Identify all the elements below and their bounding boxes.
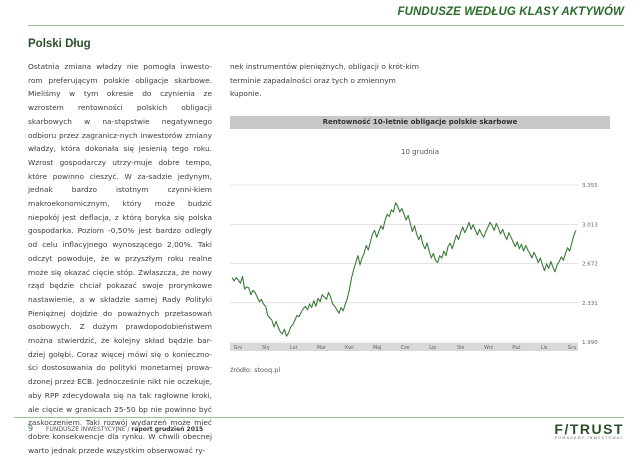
x-tick-label: Lis [541,345,548,351]
y-tick-label: 3.355 [582,183,598,189]
x-tick-label: Paź [512,344,521,351]
y-tick-label: 3.013 [582,222,598,228]
source-note: źródło: stooq.pl [230,366,281,374]
header-divider [28,25,624,26]
yield-chart: 10 grudnia 1.990 2.331 2.672 3.013 3.355 Gru S… [230,148,598,351]
page-number: 9 [28,424,34,433]
chart-title: Rentowność 10-letnie obligacje polskie s… [230,116,610,129]
header-title: FUNDUSZE WEDŁUG KLASY AKTYWÓW [397,6,624,18]
series-line [231,202,577,337]
x-tick-label: Sie [457,345,464,351]
x-tick-label: Mar [317,345,326,351]
chart-annotation: 10 grudnia [401,148,439,156]
section-title: Polski Dług [28,38,91,50]
x-tick-label: Gru [568,345,577,351]
company-logo: F/TRUST POMAGAMY INWESTOWAĆ [554,421,624,440]
x-tick-label: Gru [234,345,243,351]
x-tick-label: Wrz [484,345,493,351]
y-tick-label: 1.990 [582,340,598,346]
x-tick-label: Maj [373,345,381,351]
y-tick-label: 2.331 [582,301,598,307]
logo-tagline: POMAGAMY INWESTOWAĆ [555,436,624,440]
x-tick-label: Lip [429,345,436,351]
footer-report: raport grudzień 2015 [131,426,204,433]
x-tick-label: Kwi [345,345,353,351]
footer-label: FUNDUSZE INWESTYCYJNE / [46,426,132,433]
x-tick-label: Cze [401,345,410,351]
x-tick-label: Sty [262,345,270,351]
x-axis-band [230,343,578,351]
logo-name: F/TRUST [554,421,624,437]
body-text-left: Ostatnia zmiana władzy nie pomogła inwes… [28,62,212,455]
footer-divider [14,417,624,418]
y-tick-label: 2.672 [582,262,598,268]
footer-text: FUNDUSZE INWESTYCYJNE / raport grudzień … [46,426,203,433]
body-text-right: nek instrumentów pieniężnych, obligacji … [230,62,419,99]
x-tick-label: Lut [290,345,298,351]
